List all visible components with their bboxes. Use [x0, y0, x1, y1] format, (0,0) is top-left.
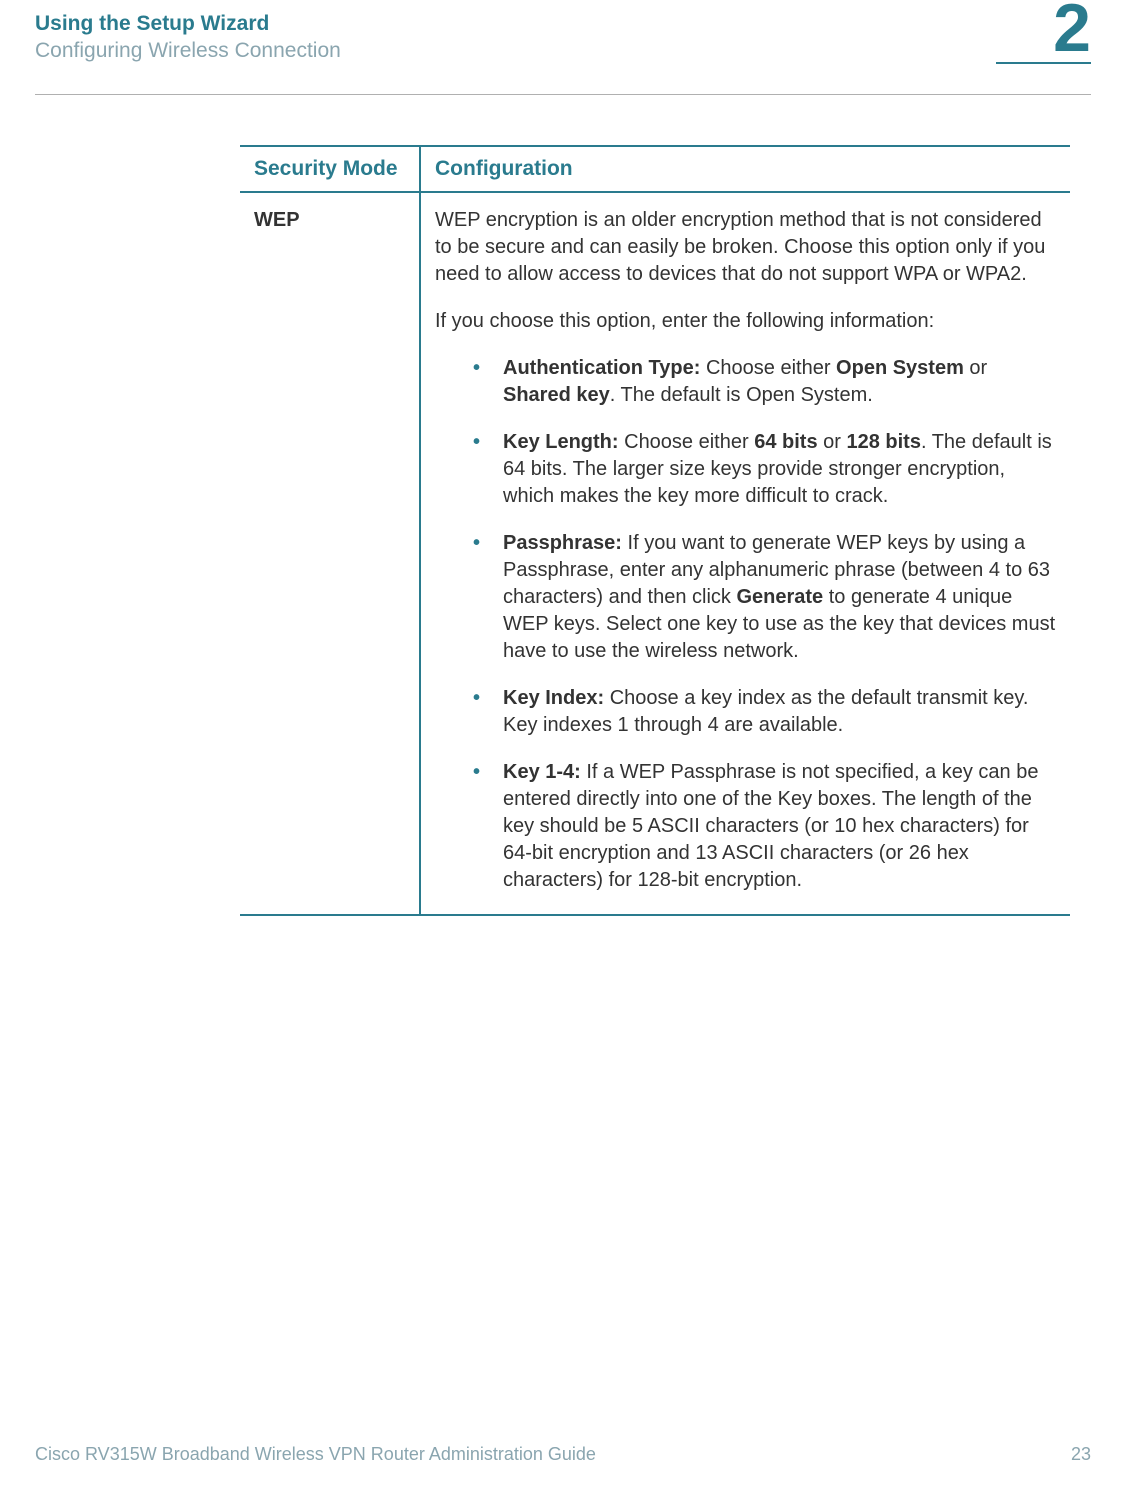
security-config-table: Security Mode Configuration WEP WEP encr…: [240, 145, 1070, 916]
label-key-index: Key Index:: [503, 687, 604, 709]
wep-intro-1: WEP encryption is an older encryption me…: [435, 207, 1056, 288]
table-row: WEP WEP encryption is an older encryptio…: [240, 192, 1070, 915]
section-title: Configuring Wireless Connection: [35, 37, 1091, 64]
text: Choose either: [619, 431, 755, 453]
table-header-row: Security Mode Configuration: [240, 146, 1070, 192]
list-item-auth-type: Authentication Type: Choose either Open …: [473, 355, 1056, 409]
cell-security-mode: WEP: [240, 192, 420, 915]
content-area: Security Mode Configuration WEP WEP encr…: [240, 145, 1070, 916]
label-key-length: Key Length:: [503, 431, 619, 453]
footer-guide-title: Cisco RV315W Broadband Wireless VPN Rout…: [35, 1444, 596, 1465]
list-item-passphrase: Passphrase: If you want to generate WEP …: [473, 530, 1056, 665]
header-configuration: Configuration: [420, 146, 1070, 192]
text: If a WEP Passphrase is not specified, a …: [503, 761, 1038, 891]
list-item-key-1-4: Key 1-4: If a WEP Passphrase is not spec…: [473, 759, 1056, 894]
wep-options-list: Authentication Type: Choose either Open …: [435, 355, 1056, 894]
list-item-key-index: Key Index: Choose a key index as the def…: [473, 685, 1056, 739]
chapter-number-underline: [996, 62, 1091, 64]
bold-128-bits: 128 bits: [846, 431, 920, 453]
page-header: Using the Setup Wizard Configuring Wirel…: [35, 0, 1091, 95]
label-auth-type: Authentication Type:: [503, 357, 700, 379]
label-key-1-4: Key 1-4:: [503, 761, 581, 783]
chapter-title: Using the Setup Wizard: [35, 10, 1091, 37]
header-rule: [35, 94, 1091, 95]
wep-intro-2: If you choose this option, enter the fol…: [435, 308, 1056, 335]
text: or: [818, 431, 847, 453]
text: Choose either: [700, 357, 836, 379]
page-footer: Cisco RV315W Broadband Wireless VPN Rout…: [35, 1444, 1091, 1465]
text: . The default is Open System.: [610, 384, 873, 406]
page: Using the Setup Wizard Configuring Wirel…: [0, 0, 1126, 1495]
chapter-number: 2: [1053, 0, 1091, 62]
label-passphrase: Passphrase:: [503, 532, 622, 554]
cell-configuration: WEP encryption is an older encryption me…: [420, 192, 1070, 915]
bold-generate: Generate: [736, 586, 823, 608]
text: or: [964, 357, 987, 379]
footer-page-number: 23: [1071, 1444, 1091, 1465]
list-item-key-length: Key Length: Choose either 64 bits or 128…: [473, 429, 1056, 510]
bold-shared-key: Shared key: [503, 384, 610, 406]
bold-open-system: Open System: [836, 357, 964, 379]
bold-64-bits: 64 bits: [754, 431, 817, 453]
header-security-mode: Security Mode: [240, 146, 420, 192]
